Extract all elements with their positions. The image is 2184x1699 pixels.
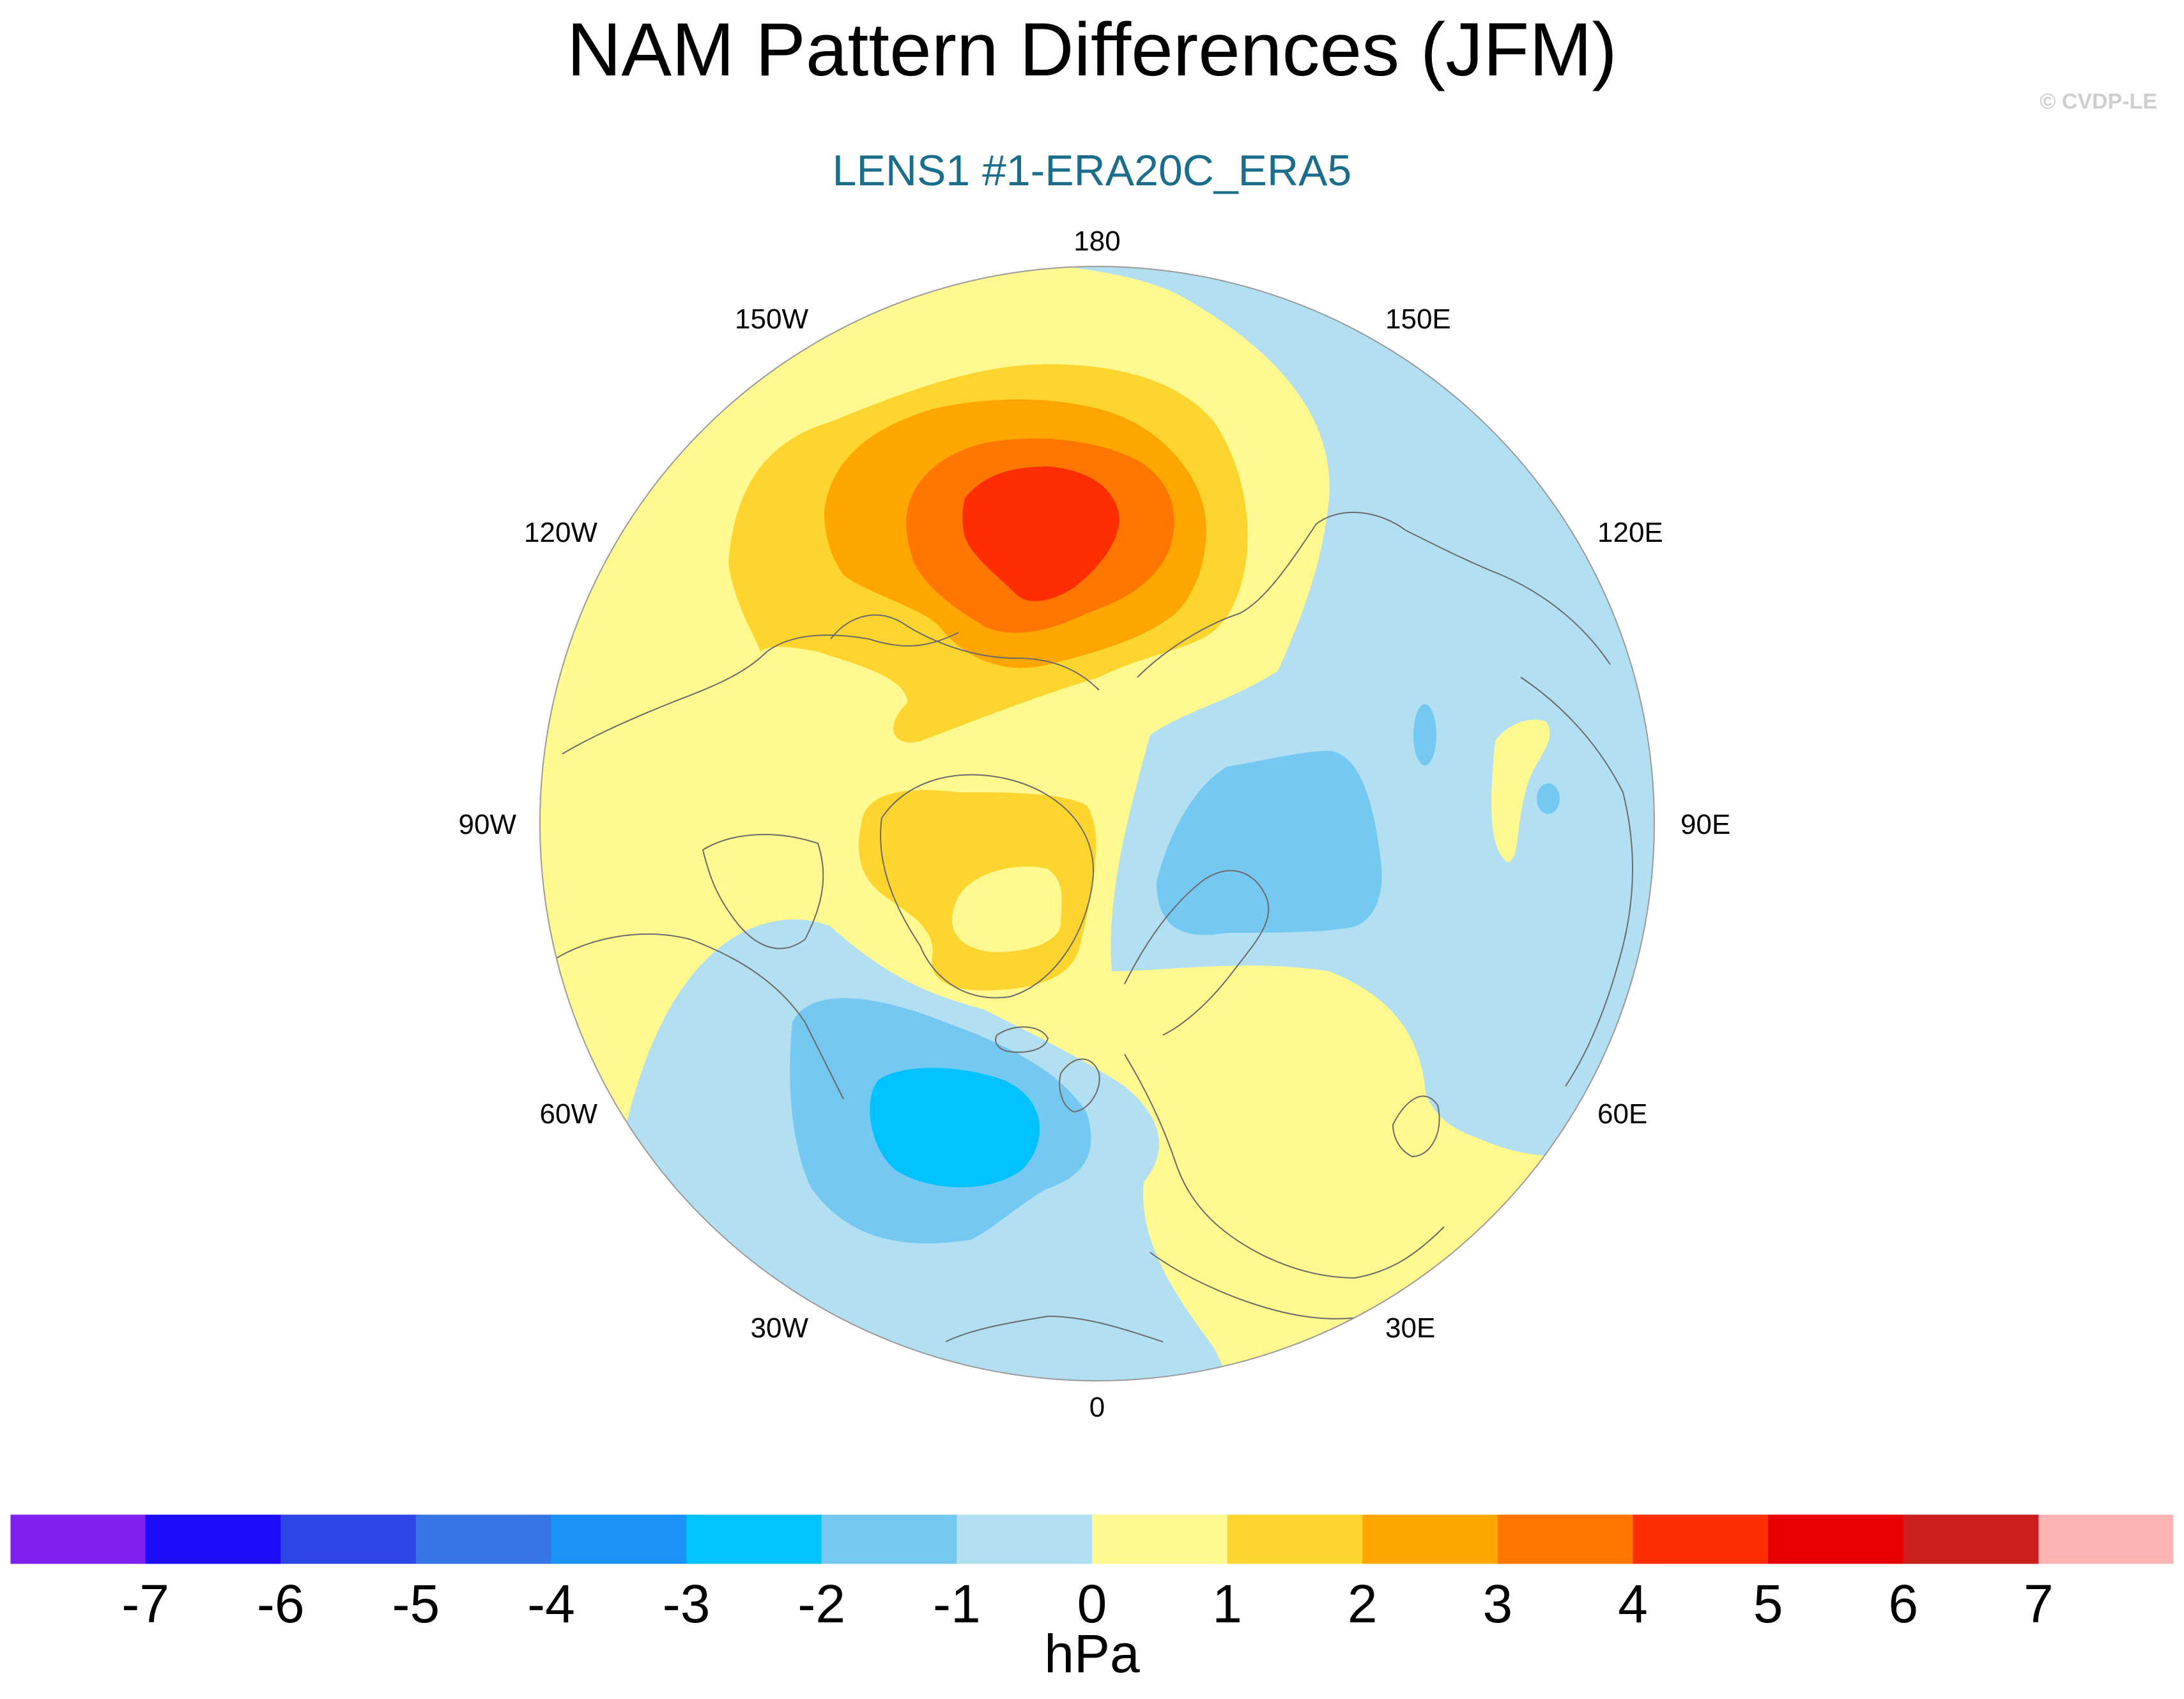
colorbar-box [821, 1514, 957, 1564]
colorbar-box [957, 1514, 1093, 1564]
coast-africa-north [945, 1315, 1164, 1342]
colorbar-tick-label: -1 [933, 1574, 981, 1634]
plot-subtitle: LENS1 #1-ERA20C_ERA5 [832, 146, 1352, 195]
colorbar-units: hPa [1044, 1624, 1140, 1684]
colorbar-box [551, 1514, 687, 1564]
colorbar-box [1092, 1514, 1228, 1564]
contour-neg2-barents [1157, 751, 1382, 935]
colorbar-tick-label: -2 [797, 1574, 846, 1634]
colorbar-box [1768, 1514, 1904, 1564]
lon-label-90e: 90E [1680, 809, 1730, 840]
colorbar-tick-label: -5 [392, 1574, 440, 1634]
colorbar-box [1497, 1514, 1633, 1564]
map-boundary [539, 266, 1655, 1381]
colorbar-tick-label: 6 [1888, 1574, 1919, 1634]
colorbar-tick-label: 7 [2024, 1574, 2054, 1634]
lon-label-0: 0 [1089, 1392, 1105, 1423]
colorbar-tick-label: 4 [1618, 1574, 1648, 1634]
colorbar-box [1227, 1514, 1363, 1564]
colorbar-box [415, 1514, 551, 1564]
colorbar-box [1633, 1514, 1769, 1564]
colorbar-tick-label: 0 [1077, 1574, 1107, 1634]
coast-greenland [880, 774, 1095, 999]
colorbar-box [10, 1514, 146, 1564]
lon-label-180: 180 [1073, 226, 1120, 257]
lon-label-150w: 150W [735, 304, 808, 335]
contour-0-to-1-greenland-core [952, 866, 1062, 952]
contour-4-to-5-pacific [962, 466, 1119, 601]
coast-east-asia [1520, 677, 1633, 1087]
colorbar-box [2038, 1514, 2174, 1564]
coast-north-america-east [555, 933, 844, 1100]
lon-label-30w: 30W [751, 1312, 809, 1344]
credit-watermark: © CVDP-LE [2040, 89, 2157, 114]
lon-label-60w: 60W [540, 1098, 598, 1130]
plot-title: NAM Pattern Differences (JFM) [567, 8, 1617, 92]
colorbar-tick-label: -3 [662, 1574, 711, 1634]
colorbar [10, 1514, 2174, 1565]
contour-0-to-1-asia [1491, 719, 1550, 863]
coast-iceland [995, 1026, 1049, 1053]
lon-label-120e: 120E [1597, 517, 1663, 548]
coast-uk [1059, 1058, 1100, 1113]
coast-siberia-north [1137, 511, 1611, 678]
longitude-labels: 180 150E 120E 90E 60E 30E 0 30W 60W 90W … [459, 226, 1731, 1423]
lon-label-120w: 120W [524, 517, 597, 548]
colorbar-outline [10, 1514, 2174, 1565]
lon-label-60e: 60E [1597, 1098, 1647, 1130]
coast-hudson-bay [702, 834, 824, 949]
colorbar-tick-label: 5 [1753, 1574, 1783, 1634]
colorbar-tick-label: -4 [527, 1574, 575, 1634]
contour-neg3-atlantic [870, 1068, 1040, 1188]
colorbar-box [686, 1514, 822, 1564]
colorbar-tick-label: 3 [1482, 1574, 1513, 1634]
coast-north-america-west [562, 632, 959, 755]
colorbar-tick-label: -7 [121, 1574, 169, 1634]
coast-alaska [830, 614, 1100, 691]
colorbar-box [1903, 1514, 2039, 1564]
coastlines [555, 511, 1633, 1342]
colorbar-tick-label: -6 [256, 1574, 305, 1634]
contour-neg2-siberia-a [1413, 704, 1436, 765]
colorbar-box [145, 1514, 281, 1564]
colorbar-tick-label: 1 [1212, 1574, 1242, 1634]
lon-label-30e: 30E [1385, 1312, 1435, 1344]
colorbar-box [1362, 1514, 1498, 1564]
lon-label-150e: 150E [1385, 304, 1451, 335]
coast-caspian [1392, 1095, 1440, 1158]
lon-label-90w: 90W [459, 809, 517, 840]
coast-scandinavia [1124, 870, 1270, 1036]
contour-neg2-siberia-b [1537, 783, 1560, 814]
coast-europe [1124, 1054, 1445, 1279]
colorbar-box [281, 1514, 417, 1564]
colorbar-tick-label: 2 [1347, 1574, 1378, 1634]
